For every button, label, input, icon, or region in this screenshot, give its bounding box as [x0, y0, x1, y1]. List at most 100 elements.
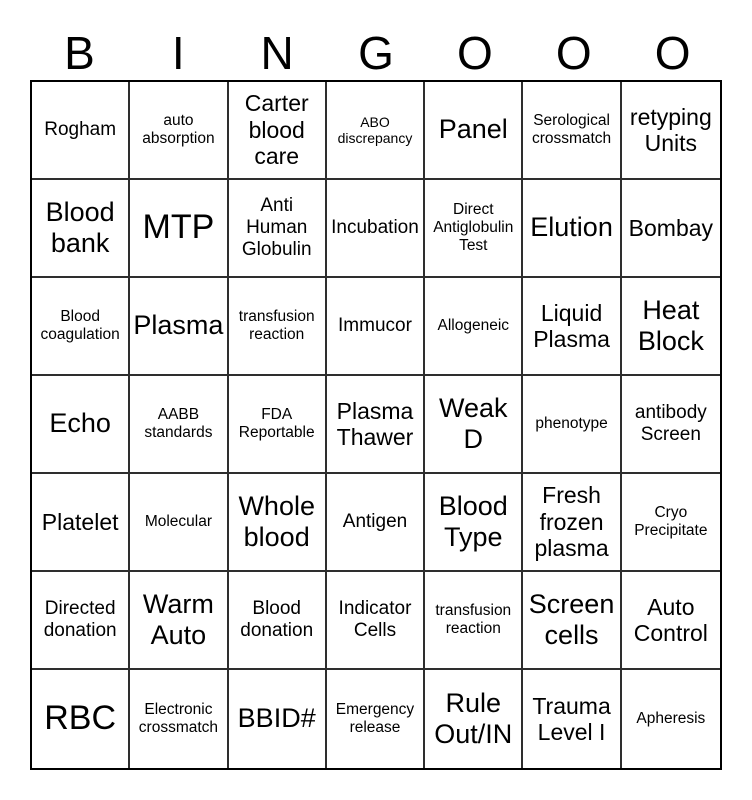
bingo-cell-label: ABO discrepancy: [337, 113, 413, 146]
bingo-cell[interactable]: Blood bank: [32, 180, 131, 278]
bingo-cell[interactable]: Whole blood: [228, 474, 327, 572]
bingo-cell[interactable]: transfusion reaction: [425, 572, 524, 670]
bingo-cell-label: Apheresis: [636, 710, 706, 728]
bingo-cell[interactable]: Directed donation: [32, 572, 131, 670]
bingo-cell-label: Heat Block: [637, 294, 704, 356]
bingo-cell[interactable]: MTP: [130, 180, 229, 278]
bingo-title-letter: O: [456, 27, 493, 79]
bingo-cell[interactable]: phenotype: [523, 376, 622, 474]
bingo-cell-label: Whole blood: [238, 490, 315, 552]
bingo-grid: Rogham auto absorption Carter blood care AB…: [30, 80, 722, 770]
bingo-cell[interactable]: auto absorption: [130, 82, 229, 180]
bingo-title-letter: O: [555, 27, 592, 79]
bingo-cell-label: transfusion reaction: [435, 602, 512, 637]
bingo-cell-label: phenotype: [535, 415, 608, 433]
bingo-cell[interactable]: RBC: [32, 670, 131, 768]
bingo-cell[interactable]: retyping Units: [621, 82, 720, 180]
bingo-cell[interactable]: FDA Reportable: [228, 376, 327, 474]
bingo-cell-label: Direct Antiglobulin Test: [433, 201, 514, 254]
bingo-cell-label: Rogham: [44, 119, 117, 141]
bingo-cell-label: Indicator Cells: [338, 598, 412, 641]
bingo-cell[interactable]: Cryo Precipitate: [621, 474, 720, 572]
bingo-cell[interactable]: Panel: [425, 82, 524, 180]
bingo-cell-label: Fresh frozen plasma: [534, 482, 609, 562]
bingo-cell[interactable]: Incubation: [326, 180, 426, 278]
bingo-cell-label: auto absorption: [142, 112, 215, 147]
bingo-cell[interactable]: antibody Screen: [621, 376, 720, 474]
bingo-cell[interactable]: Echo: [32, 376, 131, 474]
bingo-cell-label: Blood coagulation: [40, 308, 120, 343]
bingo-cell-label: Molecular: [144, 513, 213, 531]
bingo-cell-label: Carter blood care: [244, 90, 309, 170]
bingo-cell[interactable]: Elution: [523, 180, 622, 278]
bingo-cell-label: Weak D: [439, 392, 508, 454]
bingo-cell-label: Incubation: [331, 217, 419, 239]
bingo-cell[interactable]: Bombay: [621, 180, 720, 278]
bingo-cell-label: Cryo Precipitate: [634, 504, 708, 539]
bingo-cell-label: Serological crossmatch: [531, 112, 612, 147]
bingo-cell-label: antibody Screen: [634, 402, 707, 445]
bingo-cell[interactable]: Blood donation: [228, 572, 327, 670]
bingo-cell-label: Rule Out/IN: [434, 687, 513, 749]
bingo-cell[interactable]: Allogeneic: [425, 278, 524, 376]
bingo-cell-label: RBC: [44, 699, 117, 738]
bingo-cell[interactable]: Auto Control: [621, 572, 720, 670]
bingo-cell[interactable]: Indicator Cells: [326, 572, 426, 670]
bingo-cell[interactable]: Immucor: [326, 278, 426, 376]
bingo-cell-label: Auto Control: [633, 593, 708, 646]
bingo-cell[interactable]: Plasma: [130, 278, 229, 376]
bingo-cell-label: Platelet: [41, 508, 119, 535]
bingo-cell[interactable]: Plasma Thawer: [326, 376, 426, 474]
bingo-cell-label: Bombay: [628, 214, 714, 241]
bingo-title-letter: I: [171, 27, 185, 79]
bingo-cell-label: Plasma: [133, 310, 224, 341]
bingo-cell[interactable]: Rogham: [32, 82, 131, 180]
bingo-cell[interactable]: transfusion reaction: [228, 278, 327, 376]
bingo-cell[interactable]: Antigen: [326, 474, 426, 572]
bingo-cell-label: Warm Auto: [142, 588, 214, 650]
bingo-cell-label: transfusion reaction: [238, 308, 315, 343]
bingo-cell[interactable]: Blood Type: [425, 474, 524, 572]
bingo-cell-label: Anti Human Globulin: [241, 195, 312, 260]
bingo-cell-label: Electronic crossmatch: [138, 701, 219, 736]
bingo-cell-label: Echo: [49, 408, 111, 439]
bingo-cell[interactable]: Blood coagulation: [32, 278, 131, 376]
bingo-cell[interactable]: Trauma Level I: [523, 670, 622, 768]
bingo-cell-label: Screen cells: [528, 588, 615, 650]
bingo-title-letter: O: [654, 27, 691, 79]
bingo-cell[interactable]: Liquid Plasma: [523, 278, 622, 376]
bingo-cell[interactable]: Serological crossmatch: [523, 82, 622, 180]
bingo-cell[interactable]: Molecular: [130, 474, 229, 572]
bingo-title-letter: G: [358, 27, 394, 79]
bingo-cell-label: Liquid Plasma: [533, 299, 610, 352]
bingo-cell[interactable]: BBID#: [228, 670, 327, 768]
bingo-cell-label: Antigen: [342, 511, 408, 533]
bingo-cell[interactable]: Heat Block: [621, 278, 720, 376]
bingo-cell-label: Directed donation: [43, 598, 117, 641]
bingo-cell-label: Allogeneic: [437, 317, 510, 335]
bingo-cell[interactable]: Apheresis: [621, 670, 720, 768]
bingo-cell-label: BBID#: [237, 703, 316, 734]
bingo-cell[interactable]: Emergency release: [326, 670, 426, 768]
bingo-cell-label: Blood donation: [240, 598, 314, 641]
bingo-cell[interactable]: Weak D: [425, 376, 524, 474]
bingo-cell[interactable]: Direct Antiglobulin Test: [425, 180, 524, 278]
bingo-cell[interactable]: Electronic crossmatch: [130, 670, 229, 768]
bingo-cell[interactable]: Rule Out/IN: [425, 670, 524, 768]
bingo-cell-label: MTP: [142, 208, 215, 247]
bingo-cell[interactable]: Platelet: [32, 474, 131, 572]
bingo-cell[interactable]: Warm Auto: [130, 572, 229, 670]
bingo-cell[interactable]: Screen cells: [523, 572, 622, 670]
bingo-cell-label: Immucor: [338, 315, 412, 337]
bingo-title-letter: N: [260, 27, 294, 79]
bingo-cell-label: Trauma Level I: [532, 692, 611, 745]
bingo-cell[interactable]: ABO discrepancy: [326, 82, 426, 180]
bingo-cell-label: AABB standards: [144, 406, 213, 441]
bingo-cell[interactable]: Fresh frozen plasma: [523, 474, 622, 572]
bingo-cell[interactable]: Anti Human Globulin: [228, 180, 327, 278]
bingo-cell-label: FDA Reportable: [238, 406, 315, 441]
bingo-cell[interactable]: AABB standards: [130, 376, 229, 474]
bingo-cell[interactable]: Carter blood care: [228, 82, 327, 180]
